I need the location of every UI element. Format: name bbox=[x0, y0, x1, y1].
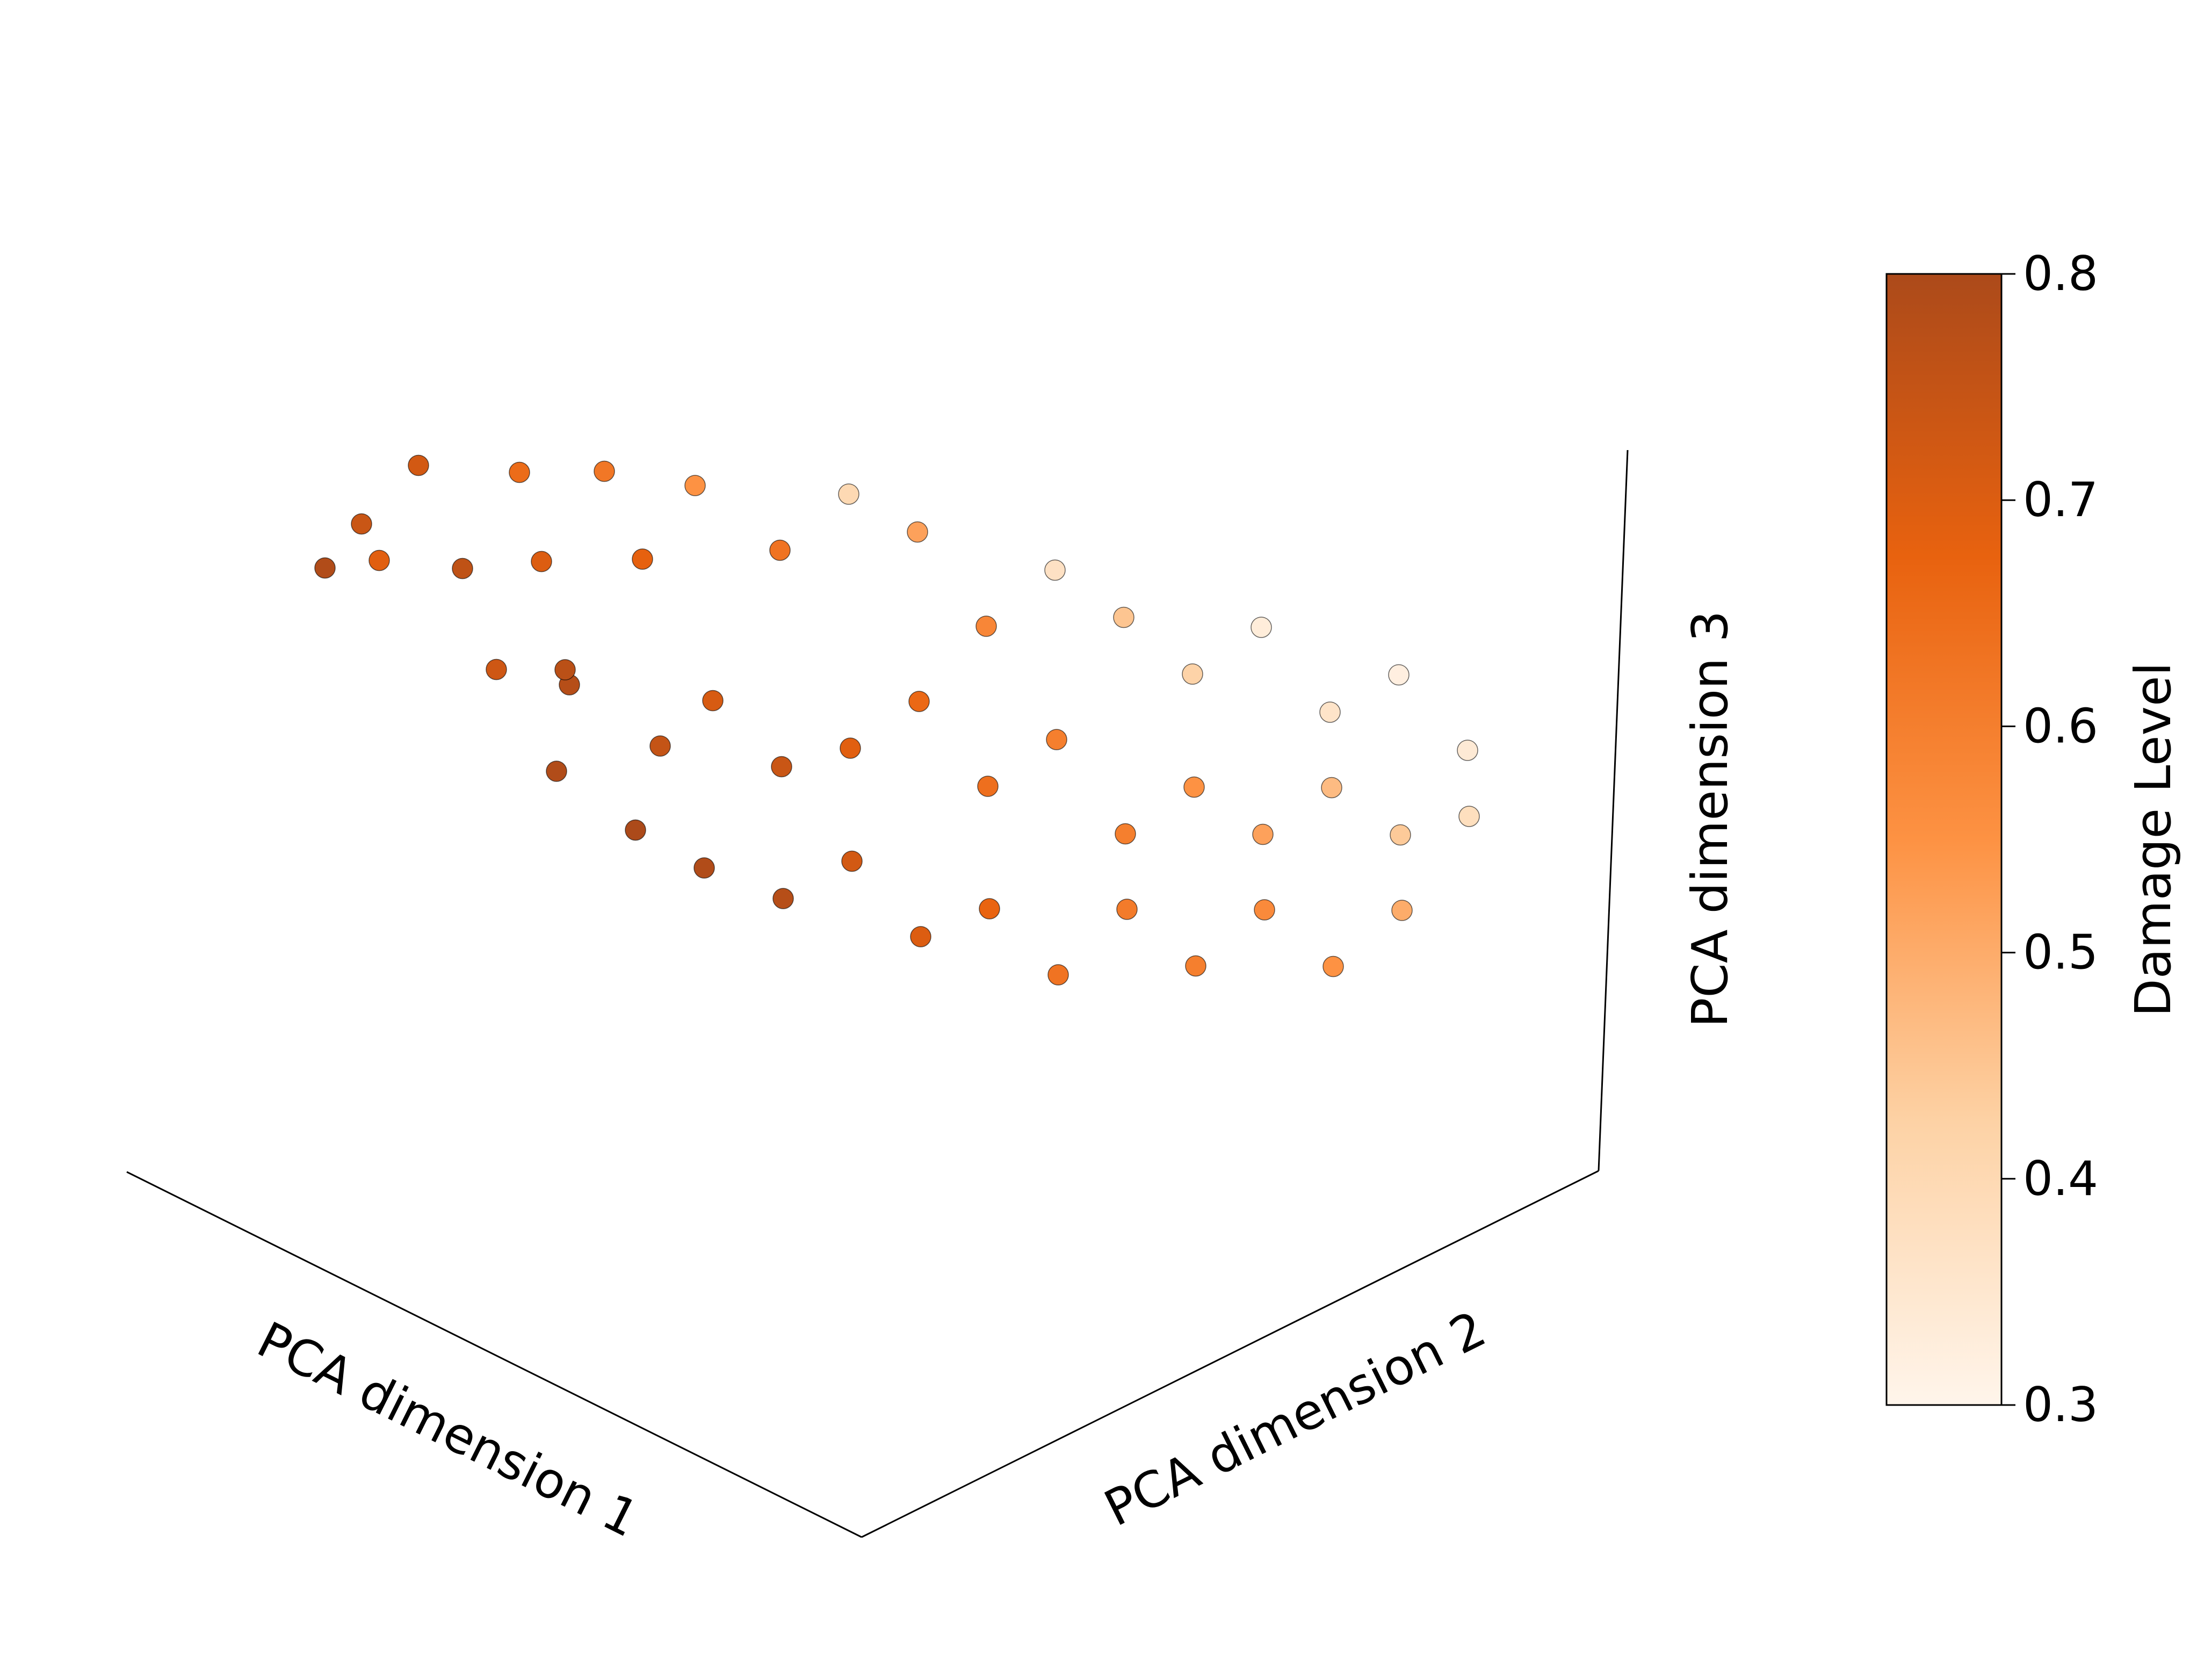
data-point bbox=[1321, 777, 1342, 799]
data-point bbox=[975, 615, 997, 637]
colorbar-ticks: 0.3 0.4 0.5 0.6 0.7 0.8 bbox=[2001, 246, 2098, 1432]
data-point bbox=[594, 460, 615, 482]
colorbar-tick-label: 0.3 bbox=[2023, 1377, 2098, 1432]
data-point bbox=[1391, 900, 1413, 921]
data-point bbox=[1182, 663, 1203, 685]
data-point bbox=[840, 737, 861, 759]
x-axis-label: PCA dimension 1 bbox=[249, 1311, 647, 1548]
data-point bbox=[1183, 776, 1205, 798]
data-point bbox=[1046, 729, 1067, 750]
data-point bbox=[1254, 899, 1275, 921]
x-axis-line bbox=[126, 1171, 862, 1538]
colorbar-gradient bbox=[1885, 273, 2003, 1406]
data-point bbox=[1251, 617, 1272, 638]
data-point bbox=[546, 761, 567, 782]
colorbar-tick-label: 0.5 bbox=[2023, 925, 2098, 980]
data-point bbox=[1457, 740, 1478, 761]
data-point bbox=[486, 658, 507, 680]
data-point bbox=[979, 898, 1000, 919]
colorbar-tick-label: 0.8 bbox=[2023, 246, 2098, 301]
data-point bbox=[1044, 559, 1066, 581]
data-point bbox=[1113, 606, 1134, 628]
data-point bbox=[769, 539, 791, 561]
data-point bbox=[314, 557, 336, 579]
data-point bbox=[1252, 823, 1274, 845]
colorbar-tick-label: 0.7 bbox=[2023, 472, 2098, 527]
data-point bbox=[771, 756, 792, 778]
data-point bbox=[1322, 955, 1344, 977]
z-axis-label: PCA dimension 3 bbox=[1681, 611, 1739, 1027]
scatter-points bbox=[314, 454, 1480, 986]
data-point bbox=[1319, 701, 1341, 723]
colorbar-tick-label: 0.4 bbox=[2023, 1151, 2098, 1206]
data-point bbox=[908, 691, 930, 712]
data-point bbox=[1116, 899, 1138, 920]
data-point bbox=[452, 557, 473, 580]
data-point bbox=[977, 776, 999, 797]
data-point bbox=[1458, 806, 1480, 827]
data-point bbox=[1390, 824, 1411, 846]
y-axis-label: PCA dimension 2 bbox=[1096, 1300, 1494, 1538]
data-point bbox=[1115, 823, 1136, 845]
data-point bbox=[702, 690, 724, 712]
data-point bbox=[649, 735, 671, 757]
colorbar-tick-label: 0.6 bbox=[2023, 698, 2098, 754]
data-point bbox=[625, 819, 646, 841]
data-point bbox=[1185, 955, 1206, 977]
data-point bbox=[408, 454, 429, 476]
data-point bbox=[1047, 964, 1069, 986]
colorbar-label: Damage Level bbox=[2124, 662, 2182, 1017]
colorbar: 0.3 0.4 0.5 0.6 0.7 0.8 Damage Level bbox=[1885, 246, 2182, 1432]
data-point bbox=[509, 461, 530, 483]
data-point bbox=[554, 659, 576, 680]
data-point bbox=[632, 548, 653, 570]
data-point bbox=[772, 888, 794, 909]
z-axis-line bbox=[1598, 450, 1629, 1171]
data-point bbox=[838, 483, 859, 505]
data-point bbox=[910, 926, 931, 947]
y-axis-line bbox=[861, 1170, 1599, 1538]
data-point bbox=[1388, 664, 1410, 686]
data-point bbox=[531, 551, 552, 573]
data-point bbox=[351, 513, 372, 535]
data-point bbox=[693, 857, 715, 879]
data-point bbox=[684, 475, 706, 496]
data-point bbox=[907, 521, 928, 543]
data-point bbox=[368, 549, 390, 571]
data-point bbox=[841, 850, 863, 872]
